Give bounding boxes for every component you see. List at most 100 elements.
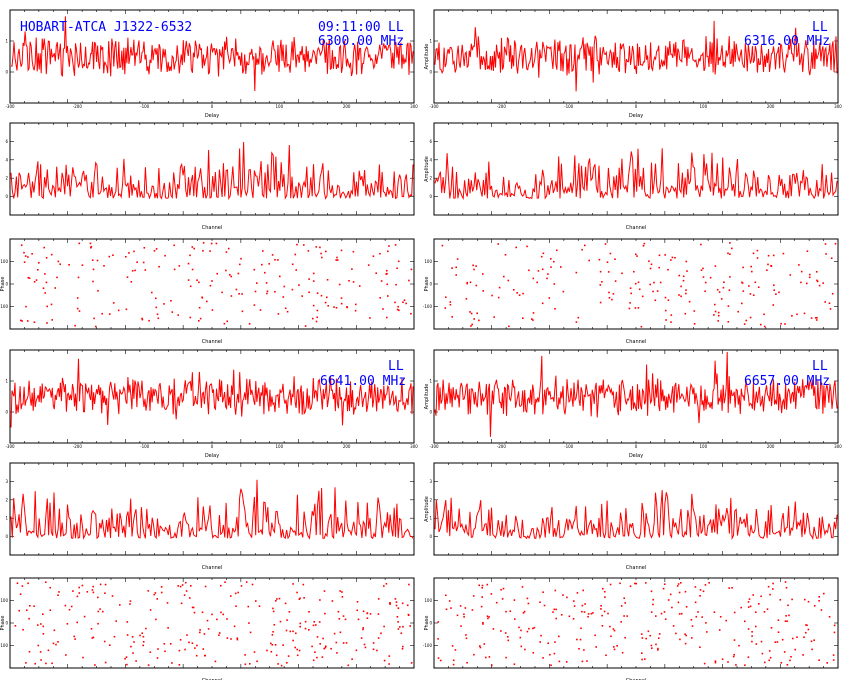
phase-point (515, 246, 517, 249)
phase-point (388, 663, 390, 665)
phase-point (520, 629, 522, 632)
phase-point (473, 653, 475, 656)
phase-point (45, 257, 48, 259)
phase-point (336, 652, 338, 654)
phase-point (672, 625, 675, 627)
phase-point (397, 260, 400, 263)
phase-point (312, 304, 315, 307)
phase-point (351, 268, 353, 270)
phase-point (562, 594, 564, 596)
phase-point (613, 648, 616, 651)
phase-point (624, 602, 626, 604)
phase-point (178, 265, 181, 267)
phase-point (288, 611, 291, 613)
phase-point (700, 243, 702, 246)
phase-point (609, 583, 612, 586)
phase-point (304, 627, 307, 630)
x-tick-label: -200 (497, 104, 507, 109)
phase-point (377, 598, 380, 600)
phase-point (144, 269, 147, 271)
phase-point (379, 252, 381, 255)
phase-point (702, 267, 704, 270)
y-tick-label: 0 (429, 410, 432, 415)
y-tick-label: 0 (429, 194, 432, 199)
phase-point (552, 611, 554, 613)
phase-point (50, 253, 53, 256)
phase-point (40, 659, 42, 661)
x-tick-label: 0 (211, 444, 214, 449)
phase-point (326, 279, 329, 281)
phase-point (210, 242, 213, 245)
phase-point (145, 627, 147, 630)
phase-point (554, 308, 556, 310)
phase-point (345, 642, 348, 644)
phase-point (470, 325, 472, 327)
phase-point (630, 292, 632, 295)
phase-point (92, 280, 94, 283)
x-tick-label: -200 (73, 444, 83, 449)
phase-point (35, 279, 38, 281)
phase-point (397, 607, 400, 609)
phase-point (607, 612, 609, 615)
phase-point (519, 636, 522, 639)
phase-point (78, 592, 81, 594)
phase-point (204, 585, 207, 588)
phase-point (742, 266, 744, 269)
y-tick-label: 3 (5, 479, 8, 484)
phase-point (409, 625, 411, 627)
phase-point (142, 261, 145, 264)
phase-point (539, 601, 541, 603)
phase-point (437, 621, 440, 623)
phase-point (249, 663, 251, 665)
phase-point (645, 582, 647, 584)
phase-point (364, 646, 367, 649)
phase-point (209, 284, 212, 287)
phase-point (469, 281, 472, 284)
phase-point (324, 612, 326, 615)
phase-point (296, 648, 298, 651)
series-trace (434, 20, 838, 92)
phase-point (502, 587, 505, 590)
phase-point (335, 259, 337, 261)
phase-point (479, 646, 482, 649)
phase-point (464, 607, 467, 609)
phase-point (685, 606, 688, 608)
y-tick-label: 0 (429, 70, 432, 75)
phase-point (744, 664, 746, 666)
phase-point (602, 587, 604, 590)
phase-point (45, 662, 47, 665)
phase-point (522, 612, 525, 614)
annotations-layer: HOBART-ATCA J1322-6532 09:11:00 LL 6300.… (20, 20, 830, 389)
y-tick-label: 0 (429, 621, 432, 626)
phase-point (307, 250, 310, 252)
panel-delay-band2: 0 1 -300 -200 -100 0 100 200 300 Delay Amplitude (424, 9, 842, 119)
phase-point (482, 621, 484, 624)
phase-point (482, 290, 484, 292)
phase-point (813, 639, 815, 641)
phase-point (620, 621, 622, 623)
phase-point (658, 633, 661, 635)
phase-point (388, 655, 391, 657)
x-axis-label: Delay (205, 453, 219, 459)
phase-point (612, 293, 615, 295)
phase-point (129, 600, 132, 602)
phase-point (155, 248, 158, 250)
y-tick-label: 0 (429, 534, 432, 539)
phase-point (220, 584, 222, 587)
phase-point (601, 614, 603, 617)
phase-point (31, 253, 33, 255)
x-axis-label: Channel (626, 678, 647, 680)
phase-point (170, 300, 172, 302)
phase-point (320, 252, 322, 255)
phase-point (802, 654, 804, 656)
phase-point (769, 656, 772, 659)
phase-point (720, 298, 723, 300)
phase-point (500, 588, 502, 591)
phase-point (791, 315, 793, 317)
phase-point (763, 325, 766, 328)
phase-point (601, 281, 603, 283)
phase-point (629, 585, 632, 587)
y-tick-label: 0 (5, 194, 8, 199)
phase-point (77, 276, 80, 279)
panel-phase-band1: -100 0 100 Channel Phase (0, 238, 415, 345)
